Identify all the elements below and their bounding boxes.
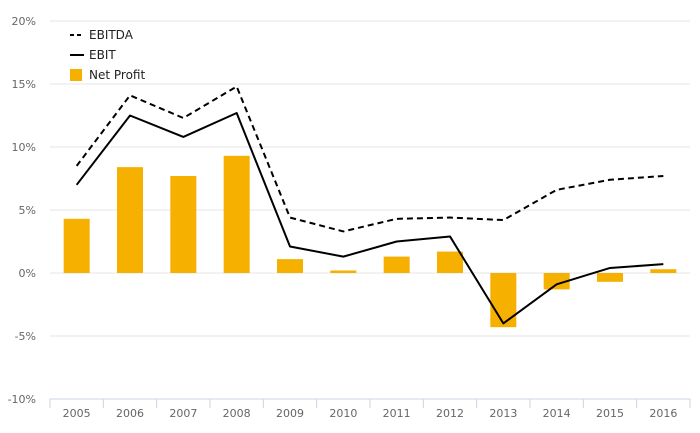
x-tick-label: 2005 (63, 407, 91, 420)
legend-swatch-net-profit (70, 69, 82, 81)
x-tick-label: 2006 (116, 407, 144, 420)
net-profit-bar (170, 175, 197, 273)
net-profit-bar (117, 167, 143, 273)
net-profit-bar (543, 273, 570, 290)
x-tick-label: 2009 (276, 407, 304, 420)
y-tick-label: 10% (12, 141, 36, 154)
x-tick-label: 2010 (329, 407, 357, 420)
net-profit-bar (277, 259, 303, 273)
x-tick-label: 2016 (649, 407, 677, 420)
x-tick-label: 2011 (383, 407, 411, 420)
ebit-line (75, 111, 664, 325)
legend-label-ebitda: EBITDA (89, 28, 134, 42)
y-tick-label: 20% (12, 15, 36, 28)
net-profit-bar (490, 273, 517, 328)
x-tick-label: 2015 (596, 407, 624, 420)
net-profit-bar (330, 270, 357, 273)
x-tick-label: 2008 (223, 407, 251, 420)
grid-layer (50, 20, 690, 337)
ebitda-line (75, 85, 664, 233)
net-profit-bar (63, 218, 90, 273)
y-tick-label: 0% (19, 267, 36, 280)
legend-label-net-profit: Net Profit (89, 68, 145, 82)
legend-label-ebit: EBIT (89, 48, 116, 62)
x-tick-label: 2013 (489, 407, 517, 420)
y-tick-label: -10% (8, 393, 36, 406)
y-tick-label: 15% (12, 78, 36, 91)
net-profit-bar (223, 155, 250, 273)
x-tick-label: 2007 (169, 407, 197, 420)
y-tick-label: -5% (15, 330, 36, 343)
x-tick-label: 2014 (543, 407, 571, 420)
net-profit-bar (437, 251, 463, 273)
axis-layer: 20% 15% 10% 5% 0% -5% -10% 2005 2006 2007 2008 2009… (8, 15, 691, 420)
net-profit-bar (597, 273, 623, 282)
lines-layer (75, 85, 664, 325)
y-tick-label: 5% (19, 204, 36, 217)
bars-layer (63, 155, 677, 328)
legend: EBITDA EBIT Net Profit (70, 28, 145, 82)
net-profit-bar (650, 269, 677, 273)
x-tick-label: 2012 (436, 407, 464, 420)
net-profit-bar (383, 256, 410, 273)
